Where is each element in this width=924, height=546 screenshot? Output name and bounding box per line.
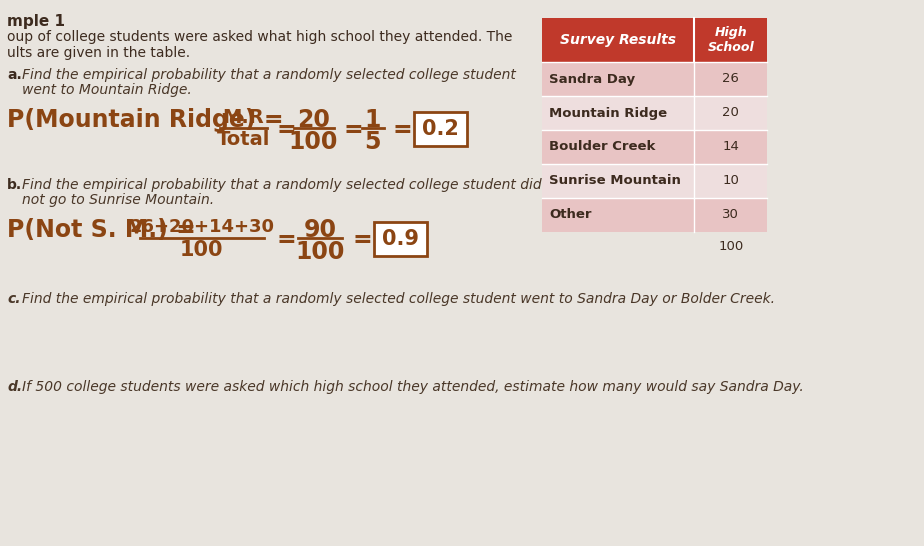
Text: oup of college students were asked what high school they attended. The: oup of college students were asked what …	[7, 30, 513, 44]
Text: Survey Results: Survey Results	[560, 33, 676, 47]
Text: 1: 1	[364, 108, 381, 132]
Text: a.: a.	[7, 68, 22, 82]
Text: Total: Total	[217, 130, 270, 149]
FancyBboxPatch shape	[541, 164, 767, 198]
Text: b.: b.	[7, 178, 22, 192]
Text: Sandra Day: Sandra Day	[549, 73, 635, 86]
Text: =: =	[393, 118, 412, 142]
FancyBboxPatch shape	[541, 62, 767, 96]
Text: 30: 30	[723, 209, 739, 222]
Text: 90: 90	[303, 218, 336, 242]
FancyBboxPatch shape	[541, 18, 767, 62]
Text: Find the empirical probability that a randomly selected college student: Find the empirical probability that a ra…	[22, 68, 516, 82]
Text: 100: 100	[180, 240, 224, 260]
Text: Mountain Ridge: Mountain Ridge	[549, 106, 667, 120]
FancyBboxPatch shape	[541, 130, 767, 164]
Text: M.R: M.R	[223, 108, 264, 127]
Text: If 500 college students were asked which high school they attended, estimate how: If 500 college students were asked which…	[22, 380, 804, 394]
Text: Find the empirical probability that a randomly selected college student went to : Find the empirical probability that a ra…	[22, 292, 775, 306]
Text: d.: d.	[7, 380, 22, 394]
FancyBboxPatch shape	[541, 96, 767, 130]
Text: 0.9: 0.9	[383, 229, 419, 249]
Text: 0.2: 0.2	[422, 119, 459, 139]
Text: c.: c.	[7, 292, 20, 306]
Text: 100: 100	[289, 130, 338, 154]
Text: 26: 26	[723, 73, 739, 86]
Text: 10: 10	[723, 175, 739, 187]
Text: went to Mountain Ridge.: went to Mountain Ridge.	[22, 83, 191, 97]
FancyBboxPatch shape	[374, 222, 427, 256]
Text: not go to Sunrise Mountain.: not go to Sunrise Mountain.	[22, 193, 214, 207]
Text: 100: 100	[718, 240, 743, 253]
Text: 100: 100	[295, 240, 345, 264]
Text: mple 1: mple 1	[7, 14, 66, 29]
FancyBboxPatch shape	[415, 112, 468, 146]
Text: 26+20+14+30: 26+20+14+30	[129, 218, 274, 236]
FancyBboxPatch shape	[541, 198, 767, 232]
Text: =: =	[276, 228, 296, 252]
Text: =: =	[353, 228, 372, 252]
Text: =: =	[276, 118, 296, 142]
Text: High
School: High School	[707, 26, 754, 54]
Text: 14: 14	[723, 140, 739, 153]
Text: 5: 5	[364, 130, 381, 154]
Text: Sunrise Mountain: Sunrise Mountain	[549, 175, 681, 187]
Text: P(Mountain Ridge) =: P(Mountain Ridge) =	[7, 108, 284, 132]
Text: Find the empirical probability that a randomly selected college student did: Find the empirical probability that a ra…	[22, 178, 541, 192]
Text: 20: 20	[298, 108, 330, 132]
Text: Boulder Creek: Boulder Creek	[549, 140, 655, 153]
Text: 20: 20	[723, 106, 739, 120]
Text: Other: Other	[549, 209, 591, 222]
Text: ults are given in the table.: ults are given in the table.	[7, 46, 190, 60]
Text: =: =	[344, 118, 363, 142]
Text: P(Not S. M.) =: P(Not S. M.) =	[7, 218, 196, 242]
